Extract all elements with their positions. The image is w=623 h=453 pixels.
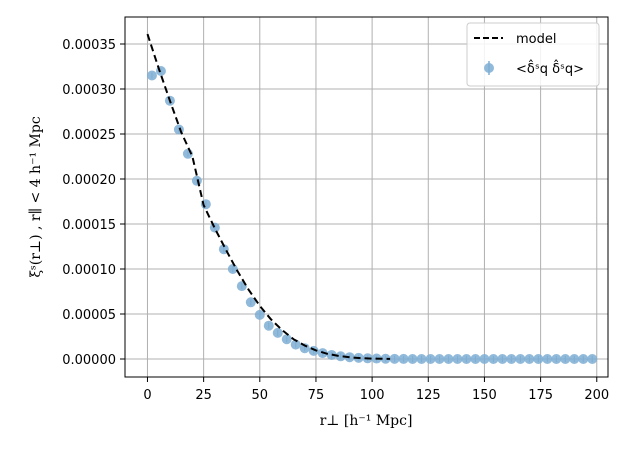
legend-points-swatch [484,63,494,73]
y-tick-label: 0.00035 [62,38,116,53]
data-point [209,222,220,233]
y-tick-label: 0.00015 [62,218,116,233]
data-point [506,354,517,364]
x-tick-label: 0 [143,388,151,403]
y-tick-label: 0.00000 [62,353,116,368]
x-tick-label: 50 [252,388,269,403]
data-point [569,354,580,364]
y-tick-label: 0.00030 [62,83,116,98]
x-axis-label: r⊥ [h⁻¹ Mpc] [320,413,413,429]
data-point [227,264,238,274]
data-point [398,353,409,364]
data-point [497,354,508,364]
data-point [380,353,391,364]
y-tick-label: 0.00010 [62,263,116,278]
x-tick-label: 150 [472,388,497,403]
legend-points-label: <δ̂ˢq δ̂ˢq> [516,60,584,77]
legend-model-label: model [516,32,556,47]
data-point [281,334,292,345]
model-line [146,33,391,360]
data-point [470,354,481,364]
data-point [272,327,283,338]
y-tick-label: 0.00005 [62,308,116,323]
data-point [344,352,355,363]
y-tick-label: 0.00025 [62,128,116,143]
data-point [515,354,526,364]
data-point [245,297,256,308]
data-point [587,354,598,364]
data-point [542,354,553,364]
data-point [461,354,472,364]
x-tick-label: 25 [195,388,212,403]
data-point [290,339,301,350]
y-tick-label: 0.00020 [62,173,116,188]
legend: model <δ̂ˢq δ̂ˢq> [466,22,600,87]
data-point [452,354,463,364]
data-point [254,309,265,320]
grid-lines [125,17,608,377]
x-tick-label: 175 [528,388,553,403]
x-tick-label: 100 [360,388,385,403]
y-axis-label: ξˢ(r⊥) , r∥ < 4 h⁻¹ Mpc [28,116,44,277]
model-line-layer [146,33,391,360]
data-point [560,354,571,364]
y-axis-ticks: 0.00000 0.00005 0.00010 0.00015 0.00020 0.000… [62,38,125,368]
data-point [146,70,157,81]
data-point [488,354,499,364]
data-point [191,175,202,186]
data-point [416,354,427,364]
legend-box [466,22,600,87]
data-point [326,349,337,360]
x-tick-label: 200 [584,388,609,403]
data-point [425,354,436,364]
data-point [407,354,418,364]
data-point [434,354,445,364]
x-tick-label: 125 [416,388,441,403]
x-tick-label: 75 [308,388,325,403]
x-axis-ticks: 0 25 50 75 100 125 150 175 200 [143,377,609,403]
data-point [533,354,544,364]
data-point [578,354,589,364]
data-point [479,354,490,364]
data-point [263,320,274,331]
data-point [389,353,400,364]
data-point [443,354,454,364]
data-point [524,354,535,364]
data-point [335,351,346,362]
plot-frame [124,16,609,378]
data-point [551,354,562,364]
